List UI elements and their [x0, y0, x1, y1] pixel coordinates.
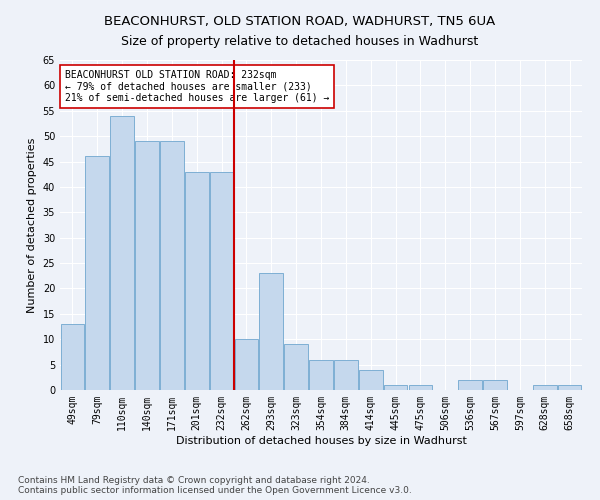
X-axis label: Distribution of detached houses by size in Wadhurst: Distribution of detached houses by size … — [176, 436, 466, 446]
Bar — [284, 344, 308, 390]
Text: Contains HM Land Registry data © Crown copyright and database right 2024.
Contai: Contains HM Land Registry data © Crown c… — [18, 476, 412, 495]
Y-axis label: Number of detached properties: Number of detached properties — [27, 138, 37, 312]
Bar — [309, 360, 333, 390]
Bar — [85, 156, 109, 390]
Text: Size of property relative to detached houses in Wadhurst: Size of property relative to detached ho… — [121, 35, 479, 48]
Bar — [210, 172, 233, 390]
Bar — [359, 370, 383, 390]
Text: BEACONHURST OLD STATION ROAD: 232sqm
← 79% of detached houses are smaller (233)
: BEACONHURST OLD STATION ROAD: 232sqm ← 7… — [65, 70, 329, 103]
Bar — [235, 339, 258, 390]
Bar — [409, 385, 432, 390]
Bar — [483, 380, 507, 390]
Text: BEACONHURST, OLD STATION ROAD, WADHURST, TN5 6UA: BEACONHURST, OLD STATION ROAD, WADHURST,… — [104, 15, 496, 28]
Bar — [533, 385, 557, 390]
Bar — [110, 116, 134, 390]
Bar — [334, 360, 358, 390]
Bar — [135, 141, 159, 390]
Bar — [558, 385, 581, 390]
Bar — [384, 385, 407, 390]
Bar — [61, 324, 84, 390]
Bar — [458, 380, 482, 390]
Bar — [259, 273, 283, 390]
Bar — [160, 141, 184, 390]
Bar — [185, 172, 209, 390]
